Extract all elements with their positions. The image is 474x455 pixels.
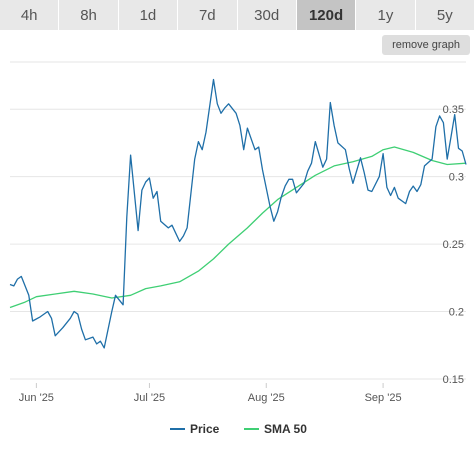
tab-120d[interactable]: 120d xyxy=(296,0,356,30)
tab-1d[interactable]: 1d xyxy=(118,0,178,30)
legend-sma-50-label: SMA 50 xyxy=(264,422,307,436)
tab-7d[interactable]: 7d xyxy=(178,0,237,30)
tab-1y[interactable]: 1y xyxy=(356,0,415,30)
sma-50-line xyxy=(9,146,467,309)
x-tick-label: Jul '25 xyxy=(134,392,165,404)
tab-30d[interactable]: 30d xyxy=(237,0,296,30)
x-tick-label: Sep '25 xyxy=(365,392,402,404)
tab-5y[interactable]: 5y xyxy=(415,0,474,30)
timeframe-tabs: 4h 8h 1d 7d 30d 120d 1y 5y xyxy=(0,0,474,30)
legend-price-label: Price xyxy=(190,422,220,436)
y-tick-label: 0.25 xyxy=(443,239,464,251)
y-tick-label: 0.35 xyxy=(443,104,464,116)
remove-graph-button[interactable]: remove graph xyxy=(382,35,470,55)
tab-8h[interactable]: 8h xyxy=(59,0,118,30)
y-tick-label: 0.3 xyxy=(449,172,464,184)
tab-4h[interactable]: 4h xyxy=(0,0,59,30)
x-tick-label: Jun '25 xyxy=(19,392,54,404)
x-tick-label: Aug '25 xyxy=(248,392,285,404)
y-tick-label: 0.2 xyxy=(449,307,464,319)
price-line xyxy=(9,78,467,349)
y-tick-label: 0.15 xyxy=(443,374,464,386)
